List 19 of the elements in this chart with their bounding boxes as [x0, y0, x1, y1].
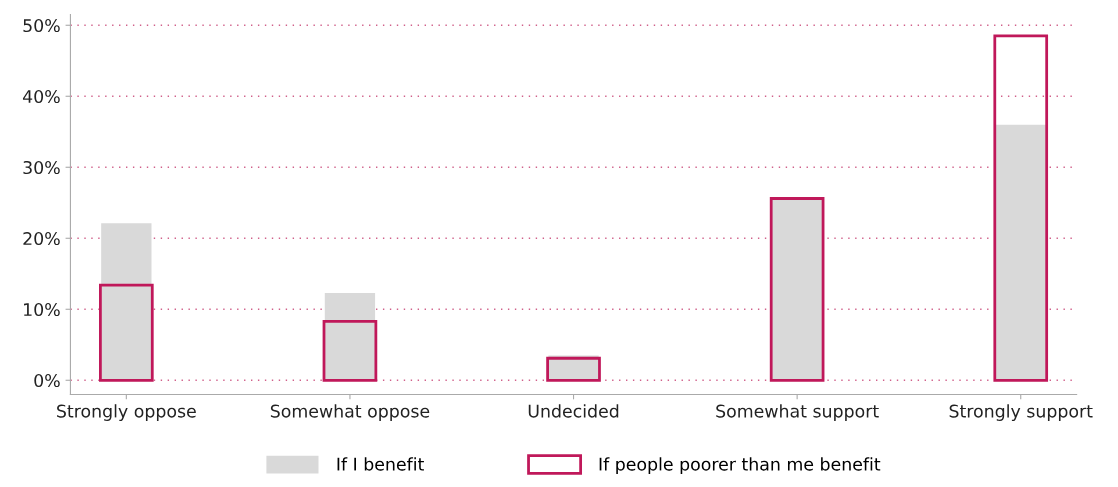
y-tick-label: 50% [23, 18, 60, 33]
y-tick-label: 10% [24, 302, 60, 317]
x-tick-label: Strongly support [949, 404, 1093, 421]
bar [99, 283, 154, 382]
x-tick-label: Strongly oppose [57, 404, 196, 421]
x-tick-label: Somewhat oppose [270, 404, 430, 421]
y-tick-label: 20% [23, 231, 60, 246]
x-tick-label: Somewhat support [716, 404, 879, 421]
x-tick-label: Undecided [528, 404, 619, 418]
y-tick-label: 0% [34, 373, 60, 388]
bar [324, 292, 376, 381]
bar [993, 34, 1049, 382]
legend-label: If people poorer than me benefit [599, 457, 881, 475]
bar [101, 223, 152, 381]
bar [995, 124, 1046, 381]
y-tick-label: 30% [23, 160, 60, 175]
bar [322, 319, 378, 382]
legend-label: If I benefit [337, 457, 424, 471]
y-tick-label: 40% [22, 89, 60, 104]
